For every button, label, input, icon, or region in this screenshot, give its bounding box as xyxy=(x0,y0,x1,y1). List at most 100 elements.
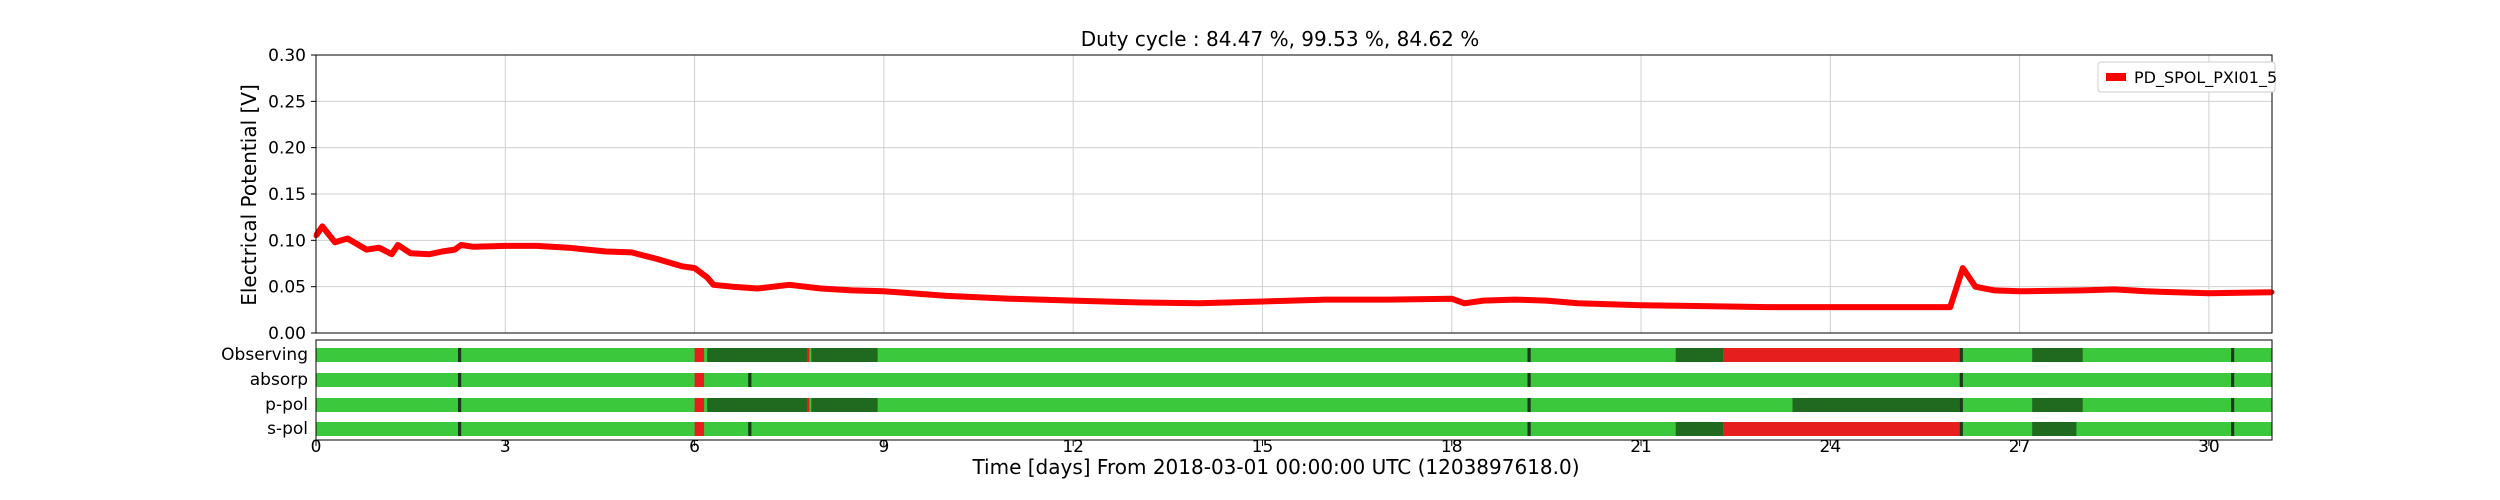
x-tick-label: 27 xyxy=(2009,437,2031,457)
segment-bar xyxy=(806,348,810,362)
data-point xyxy=(2111,286,2117,292)
data-point xyxy=(1386,297,1392,303)
segment-bar xyxy=(1959,348,1963,362)
data-point xyxy=(452,247,458,253)
data-point xyxy=(1638,302,1644,308)
segment-bar xyxy=(2231,348,2235,362)
segment-bar xyxy=(748,373,752,387)
data-point xyxy=(565,245,571,251)
data-point xyxy=(1260,299,1265,304)
data-point xyxy=(332,239,338,245)
segment-bar xyxy=(458,348,462,362)
data-point xyxy=(729,284,735,290)
segment-bar xyxy=(2032,422,2077,436)
segment-bar xyxy=(1723,348,1960,362)
data-point xyxy=(1947,304,1953,310)
y-tick-label: 0.25 xyxy=(268,92,306,112)
data-point xyxy=(1543,298,1549,304)
data-point xyxy=(1007,296,1013,302)
segment-row: s-pol xyxy=(267,419,2272,439)
x-tick-label: 24 xyxy=(1820,437,1842,457)
data-point xyxy=(389,251,395,257)
data-point xyxy=(849,287,855,293)
segment-bar xyxy=(806,398,810,412)
legend-swatch xyxy=(2106,73,2126,81)
data-point xyxy=(1480,298,1486,304)
segment-bar xyxy=(1527,398,1531,412)
data-point xyxy=(1196,300,1202,306)
segment-bar xyxy=(811,348,878,362)
x-tick-label: 0 xyxy=(311,437,322,457)
plot-frame xyxy=(315,54,2273,334)
segment-row-label: s-pol xyxy=(267,419,308,439)
data-point xyxy=(376,245,382,251)
y-tick-label: 0.00 xyxy=(268,324,306,344)
data-point xyxy=(1461,300,1467,306)
x-tick-label: 21 xyxy=(1630,437,1652,457)
x-axis-title: Time [days] From 2018-03-01 00:00:00 UTC… xyxy=(971,455,1579,479)
segment-bar xyxy=(1959,422,1963,436)
x-tick-label: 18 xyxy=(1441,437,1463,457)
x-tick-label: 30 xyxy=(2198,437,2220,457)
x-tick-label: 3 xyxy=(500,437,511,457)
data-point xyxy=(1701,303,1707,309)
data-point xyxy=(534,243,540,249)
data-point xyxy=(603,249,609,254)
segment-bar xyxy=(1792,398,1960,412)
data-point xyxy=(408,250,414,256)
data-point xyxy=(629,249,634,255)
x-tick-label: 15 xyxy=(1252,437,1274,457)
segment-bar xyxy=(458,422,462,436)
segment-bar xyxy=(694,422,705,436)
data-point xyxy=(458,242,464,248)
legend: PD_SPOL_PXI01_5 xyxy=(2097,61,2277,93)
x-tick-label: 6 xyxy=(689,437,700,457)
segment-bar xyxy=(1675,348,1723,362)
data-point xyxy=(1890,304,1896,310)
data-point xyxy=(1133,299,1139,305)
data-point xyxy=(881,288,887,294)
chart-title: Duty cycle : 84.47 %, 99.53 %, 84.62 % xyxy=(1081,27,1480,51)
segment-row: Observing xyxy=(221,345,2272,365)
legend-box xyxy=(2097,61,2276,93)
segment-bar xyxy=(316,373,2272,387)
segment-bar xyxy=(811,398,878,412)
y-tick-label: 0.15 xyxy=(268,185,306,205)
segment-bar xyxy=(2231,422,2235,436)
data-point xyxy=(319,223,325,229)
segment-row: absorp xyxy=(250,370,2272,390)
segment-bar xyxy=(1527,348,1531,362)
data-point xyxy=(692,265,698,271)
segment-bar xyxy=(2231,398,2235,412)
segment-bar xyxy=(694,398,705,412)
segment-row-label: absorp xyxy=(250,370,308,390)
x-tick-label: 9 xyxy=(878,437,889,457)
data-point xyxy=(1070,298,1076,304)
data-point xyxy=(1972,284,1978,290)
segment-bar xyxy=(1959,398,1963,412)
main-plot: 0.00 0.05 0.10 0.15 0.20 0.25 0.30 xyxy=(268,46,2275,344)
segment-bar xyxy=(2032,398,2083,412)
segment-bar xyxy=(316,398,2272,412)
data-point xyxy=(345,236,350,241)
data-point xyxy=(1960,265,1966,271)
segment-bar xyxy=(1527,422,1531,436)
segment-bar xyxy=(748,422,752,436)
segment-bar xyxy=(2032,348,2083,362)
segment-bar xyxy=(694,348,705,362)
data-point xyxy=(679,263,685,269)
segment-row: p-pol xyxy=(265,395,2272,415)
data-point xyxy=(502,243,508,249)
data-point xyxy=(704,274,710,280)
segment-bar xyxy=(1723,422,1960,436)
segment-bar xyxy=(707,398,809,412)
segment-bar xyxy=(316,348,2272,362)
data-point xyxy=(1991,287,1997,293)
y-tick-label: 0.20 xyxy=(268,139,306,159)
segment-bar xyxy=(316,422,2272,436)
data-point xyxy=(1323,297,1328,303)
data-point xyxy=(1512,297,1518,303)
legend-label: PD_SPOL_PXI01_5 xyxy=(2134,68,2277,88)
